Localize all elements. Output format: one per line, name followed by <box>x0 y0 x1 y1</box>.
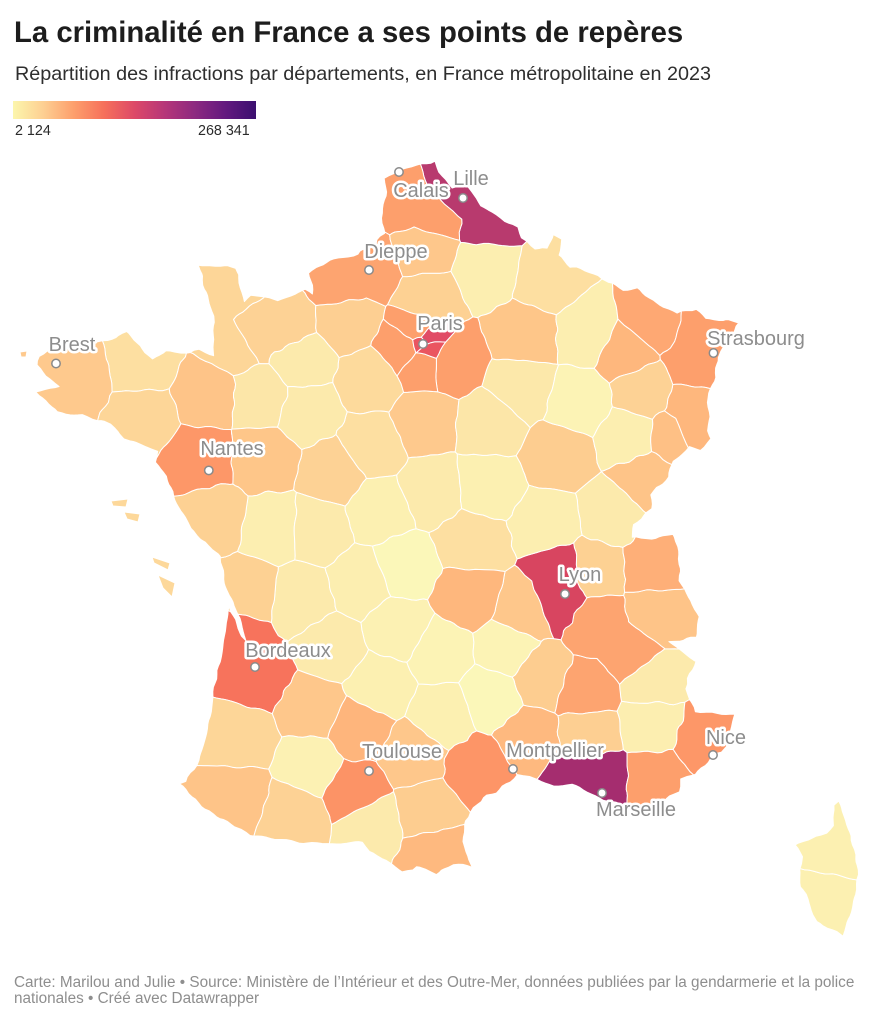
svg-text:Lille: Lille <box>453 168 489 190</box>
svg-text:Paris: Paris <box>417 313 463 335</box>
svg-text:Toulouse: Toulouse <box>362 741 442 763</box>
svg-text:Marseille: Marseille <box>596 799 676 821</box>
svg-text:Dieppe: Dieppe <box>364 241 427 263</box>
svg-text:Calais: Calais <box>393 180 449 202</box>
svg-text:Nice: Nice <box>706 727 746 749</box>
svg-text:Strasbourg: Strasbourg <box>707 328 805 350</box>
svg-text:Nantes: Nantes <box>200 438 263 460</box>
svg-text:Brest: Brest <box>49 334 96 356</box>
svg-text:Bordeaux: Bordeaux <box>245 640 331 662</box>
svg-text:Lyon: Lyon <box>559 564 602 586</box>
svg-text:Montpellier: Montpellier <box>506 740 604 762</box>
